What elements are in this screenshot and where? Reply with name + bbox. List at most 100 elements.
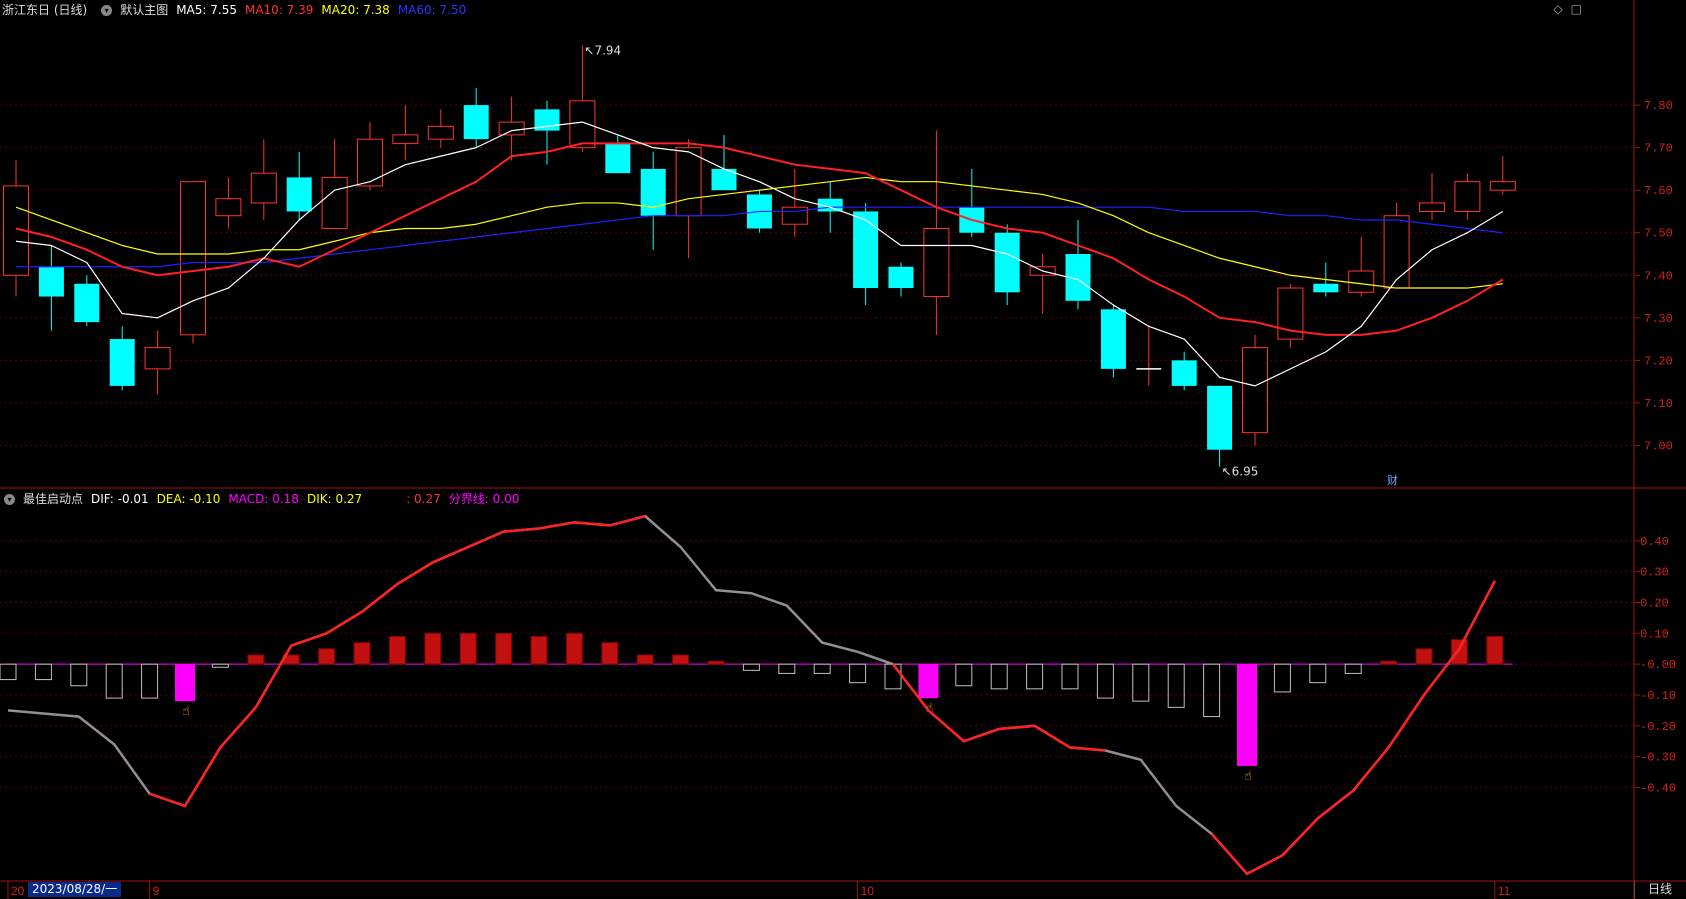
macd-bar [70,663,88,687]
candle-body [109,339,135,386]
dik-line-rising [149,514,646,808]
candle-body [853,211,879,289]
ma5-label: MA5: 7.55 [176,3,237,17]
y-tick-label: 0.20 [1640,597,1669,611]
candle-body [463,105,489,140]
macd-bar [0,663,17,681]
macd-bar [672,654,690,665]
x-tick-label: 11 [1498,884,1511,898]
candle-body [1171,360,1197,386]
macd-bar [388,635,406,665]
template-name[interactable]: 默认主图 [120,3,169,17]
y-tick-label: -0.40 [1640,782,1676,796]
x-tick-label: 10 [861,884,875,898]
macd-bar [990,663,1008,690]
macd-bar [955,663,973,687]
ma20-line [15,176,1503,289]
macd-bar [1273,663,1291,693]
stock-title[interactable]: 浙江东日 (日线) [2,3,88,17]
macd-bar [565,632,583,665]
candle-body [357,138,383,187]
indicator-title[interactable]: 最佳启动点 [23,492,84,506]
candle-body [675,147,702,217]
macd-bar [813,663,831,674]
candle-body [1348,270,1375,293]
macd-bar [141,663,159,699]
boundary-label: 分界线: 0.00 [448,492,520,506]
macd-bar [530,635,548,665]
y-tick-label: 7.70 [1644,142,1673,156]
macd-bar [1203,663,1221,718]
macd-bar-signal [1237,664,1257,766]
pointer-hand-icon: ☝ [182,704,190,719]
diamond-icon[interactable]: ◇ [1553,2,1563,16]
dea-label: DEA: -0.10 [156,492,221,506]
macd-bar [778,663,796,674]
macd-bar [34,663,52,681]
macd-bar [601,642,619,665]
macd-bar [1344,663,1362,674]
candle-body [392,134,419,144]
ma10-label: MA10: 7.39 [244,3,314,17]
y-tick-label: -0.20 [1640,720,1676,734]
macd-bar [1061,663,1079,690]
candle-body [888,266,914,289]
candle-body [1207,385,1233,450]
candle-body [321,176,348,229]
y-tick-label: -0.10 [1640,689,1676,703]
blank-label: : 0.27 [406,492,441,506]
period-tab[interactable]: 日线 [1634,881,1685,898]
y-tick-label: 7.50 [1644,227,1673,241]
candle-body [605,143,631,174]
macd-bar [742,663,760,671]
macd-bar [1450,639,1468,665]
chevron-circle-icon[interactable]: ▾ [101,5,113,16]
y-tick-label: -0.30 [1640,751,1676,765]
ma60-label: MA60: 7.50 [397,3,467,17]
candle-body [286,177,312,212]
dik-label: DIK: 0.27 [306,492,363,506]
macd-bar [424,632,442,665]
y-tick-label: 7.80 [1644,99,1673,113]
low-price-label: ↖6.95 [1222,465,1259,479]
main-chart-header: 浙江东日 (日线) ▾ 默认主图 MA5: 7.55 MA10: 7.39 MA20: 7… [0,0,474,20]
candle-body [781,206,808,225]
macd-bar [1486,635,1504,665]
ma60-line [16,206,1503,268]
macd-bar [1167,663,1185,708]
macd-bar [884,663,902,690]
macd-label: MACD: 0.18 [228,492,299,506]
candle-body [180,181,206,336]
candle-body [1313,283,1339,293]
macd-bar [353,642,371,665]
y-tick-label: 7.20 [1644,354,1673,368]
dik-line-rising [892,663,1106,752]
candle-body [250,172,277,204]
square-icon[interactable]: □ [1570,2,1582,16]
y-tick-label: 0.10 [1640,627,1669,641]
finance-badge[interactable]: 财 [1387,474,1398,487]
pointer-hand-icon: ☝ [1244,769,1252,784]
macd-bar [1380,660,1398,665]
candle-body [1242,347,1268,434]
candle-body [38,266,64,297]
macd-bar [1132,663,1150,702]
macd-bar [105,663,123,699]
ma20-label: MA20: 7.38 [321,3,390,17]
macd-bar [636,654,654,665]
dik-line-rising [1210,580,1496,876]
y-tick-label: 7.60 [1644,184,1673,198]
macd-bar [707,660,725,665]
pointer-hand-icon: ☝ [925,701,933,716]
x-tick-label: 20 [11,884,25,898]
candle-body [144,347,171,370]
high-price-label: ↖7.94 [584,44,621,58]
candle-body [1419,202,1445,212]
macd-bar [849,663,867,684]
candle-body [569,100,596,149]
chevron-circle-icon[interactable]: ▾ [4,494,15,505]
candle-body [711,168,737,191]
macd-bar [1415,648,1433,665]
date-box: 2023/08/28/一 [28,882,122,897]
